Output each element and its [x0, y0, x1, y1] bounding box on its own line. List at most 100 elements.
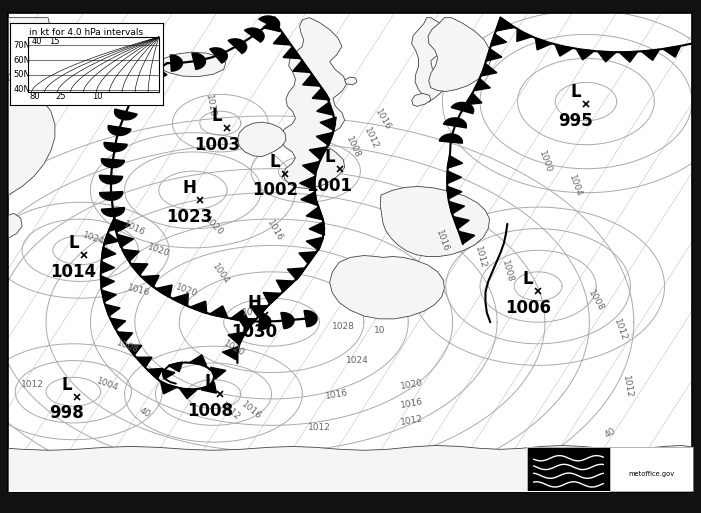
Text: 1012: 1012 — [21, 380, 43, 389]
Polygon shape — [317, 102, 334, 115]
Text: 1020: 1020 — [147, 242, 171, 259]
Polygon shape — [329, 255, 444, 319]
Text: 1008: 1008 — [587, 288, 606, 313]
Polygon shape — [100, 191, 123, 200]
Polygon shape — [147, 368, 163, 379]
Polygon shape — [259, 16, 280, 29]
Polygon shape — [228, 39, 247, 53]
Text: 1016: 1016 — [203, 94, 217, 119]
Polygon shape — [201, 382, 217, 393]
Polygon shape — [172, 293, 189, 306]
Polygon shape — [130, 264, 148, 275]
Polygon shape — [304, 310, 317, 327]
Polygon shape — [481, 64, 497, 76]
Polygon shape — [536, 38, 552, 50]
Text: 1004: 1004 — [210, 262, 231, 286]
Polygon shape — [114, 219, 130, 232]
Text: 1008: 1008 — [500, 260, 515, 284]
Polygon shape — [102, 207, 125, 216]
Polygon shape — [245, 28, 264, 42]
Polygon shape — [293, 61, 311, 72]
Polygon shape — [102, 159, 125, 168]
Text: 1012: 1012 — [472, 245, 487, 270]
Polygon shape — [8, 17, 50, 75]
Text: 1001: 1001 — [306, 176, 353, 194]
Text: 1016: 1016 — [374, 107, 393, 131]
Polygon shape — [303, 162, 320, 174]
Polygon shape — [447, 171, 461, 184]
Polygon shape — [276, 280, 294, 292]
Text: 1004: 1004 — [95, 377, 120, 392]
Polygon shape — [345, 77, 357, 85]
Polygon shape — [280, 17, 347, 188]
Polygon shape — [156, 52, 226, 76]
Polygon shape — [380, 186, 489, 256]
Polygon shape — [306, 237, 323, 250]
Polygon shape — [496, 19, 512, 31]
Polygon shape — [517, 30, 532, 42]
Text: 10: 10 — [374, 326, 386, 335]
Polygon shape — [238, 319, 257, 330]
Polygon shape — [301, 192, 317, 205]
Text: 1000: 1000 — [537, 149, 553, 174]
Polygon shape — [411, 17, 450, 102]
Polygon shape — [210, 306, 228, 318]
Polygon shape — [447, 155, 463, 168]
Polygon shape — [250, 306, 268, 317]
Polygon shape — [117, 234, 134, 247]
Text: 40: 40 — [138, 406, 152, 420]
Polygon shape — [190, 355, 207, 366]
Polygon shape — [273, 33, 291, 45]
Text: 1030: 1030 — [231, 323, 278, 341]
Text: 70N: 70N — [13, 41, 31, 50]
Text: 1016: 1016 — [123, 220, 147, 238]
Polygon shape — [101, 261, 115, 273]
Polygon shape — [598, 51, 616, 62]
Polygon shape — [222, 347, 238, 360]
Polygon shape — [451, 103, 474, 113]
Text: 1028: 1028 — [332, 323, 355, 331]
Polygon shape — [283, 47, 301, 58]
Polygon shape — [444, 118, 466, 128]
Polygon shape — [453, 216, 469, 229]
Polygon shape — [663, 46, 681, 57]
Polygon shape — [155, 285, 172, 298]
Polygon shape — [8, 445, 692, 492]
Polygon shape — [299, 176, 315, 190]
Polygon shape — [486, 49, 502, 61]
Polygon shape — [620, 52, 638, 62]
Text: 40N: 40N — [13, 85, 31, 94]
Text: L: L — [325, 148, 335, 166]
Text: H: H — [182, 179, 196, 197]
Text: 40: 40 — [32, 36, 43, 46]
Text: 1006: 1006 — [505, 299, 551, 317]
Text: 1014: 1014 — [50, 263, 97, 281]
Polygon shape — [210, 367, 226, 379]
Text: H: H — [247, 294, 261, 312]
Text: 1024: 1024 — [346, 356, 368, 365]
Text: L: L — [270, 152, 280, 170]
Polygon shape — [309, 147, 327, 160]
Text: L: L — [61, 376, 72, 393]
Text: 1012: 1012 — [362, 126, 379, 151]
Polygon shape — [8, 80, 55, 195]
Polygon shape — [179, 389, 197, 399]
Polygon shape — [555, 45, 573, 56]
Polygon shape — [449, 202, 465, 214]
Polygon shape — [102, 247, 116, 259]
Polygon shape — [190, 301, 207, 313]
Polygon shape — [474, 78, 490, 91]
Polygon shape — [110, 318, 125, 330]
Text: in kt for 4.0 hPa intervals: in kt for 4.0 hPa intervals — [29, 28, 143, 37]
Text: 80: 80 — [29, 92, 40, 101]
Text: 1003: 1003 — [193, 136, 240, 154]
Text: L: L — [68, 234, 79, 252]
Polygon shape — [316, 132, 333, 145]
Text: 1012: 1012 — [612, 317, 628, 342]
Polygon shape — [263, 292, 281, 304]
Text: 10: 10 — [93, 92, 103, 101]
Polygon shape — [133, 78, 155, 90]
Polygon shape — [459, 231, 475, 244]
Polygon shape — [108, 126, 131, 135]
Polygon shape — [101, 275, 114, 288]
